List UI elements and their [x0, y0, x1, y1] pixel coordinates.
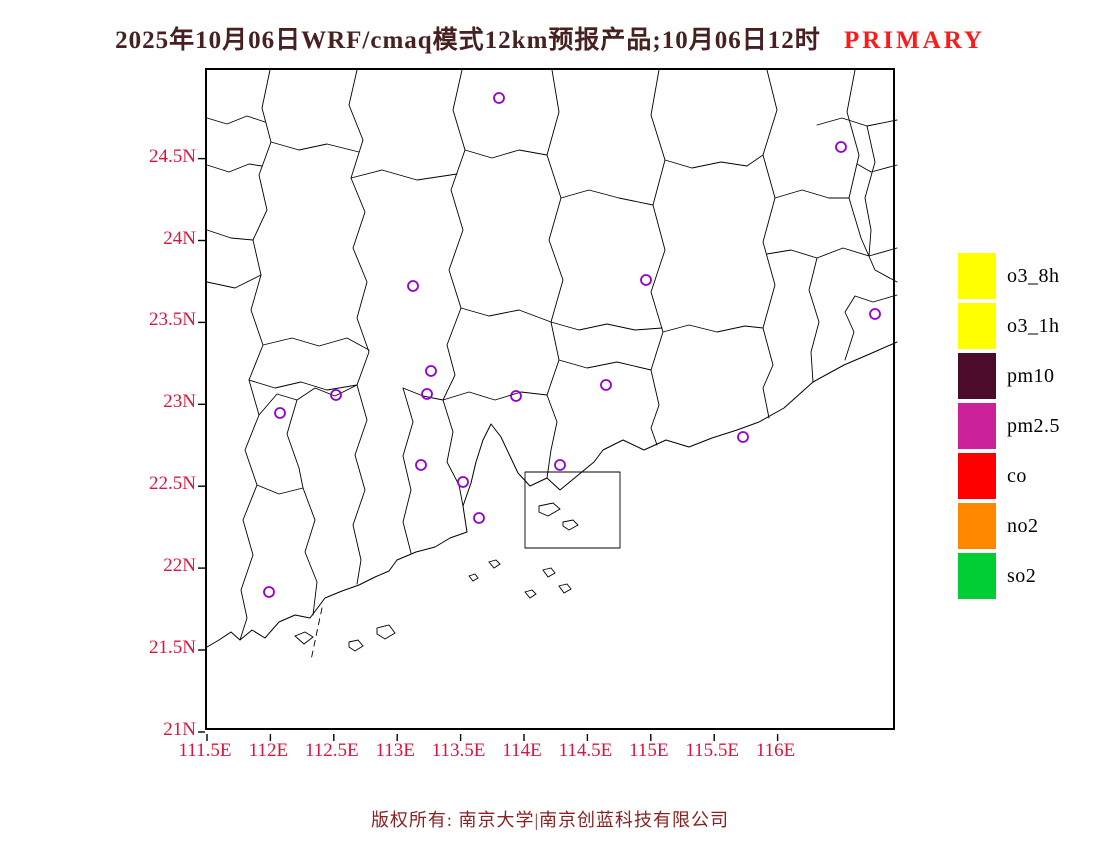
lat-tick-label: 22N — [163, 555, 196, 577]
lat-tick-label: 21.5N — [149, 637, 196, 658]
legend-color-swatch — [958, 453, 996, 499]
legend-label: o3_1h — [1007, 314, 1060, 337]
lon-tick-label: 115E — [629, 740, 669, 761]
legend-color-swatch — [958, 403, 996, 449]
legend-item-o3_1h: o3_1h — [958, 303, 1060, 349]
legend-item-so2: so2 — [958, 553, 1060, 599]
lat-tick-label: 22.5N — [149, 473, 196, 495]
axis-ticks — [198, 157, 779, 741]
legend-label: o3_8h — [1007, 264, 1060, 287]
legend-item-pm2.5: pm2.5 — [958, 403, 1060, 449]
lat-tick-label: 24.5N — [149, 145, 196, 167]
pollutant-legend: o3_8h o3_1h pm10 pm2.5 co no2 so2 — [958, 253, 1060, 603]
lon-tick-label: 114E — [502, 740, 542, 761]
page-title: 2025年10月06日WRF/cmaq模式12km预报产品;10月06日12时 … — [0, 20, 1100, 56]
legend-item-pm10: pm10 — [958, 353, 1060, 399]
lon-tick-label: 112.5E — [304, 740, 359, 761]
city-marker — [263, 586, 275, 598]
lon-tick-label: 113.5E — [431, 740, 486, 761]
map-boundaries — [206, 69, 898, 661]
legend-color-swatch — [958, 503, 996, 549]
legend-label: co — [1007, 464, 1027, 487]
city-marker — [274, 407, 286, 419]
city-marker — [510, 390, 522, 402]
dashed-boundary — [310, 607, 323, 661]
legend-label: pm10 — [1007, 364, 1055, 387]
lat-tick-label: 21N — [163, 719, 196, 740]
lon-tick-label: 111.5E — [178, 740, 232, 761]
city-marker — [493, 92, 505, 104]
lat-tick-label: 23N — [163, 391, 196, 413]
map-plot — [198, 68, 898, 741]
lon-tick-label: 115.5E — [685, 740, 740, 761]
city-marker — [640, 274, 652, 286]
copyright-footer: 版权所有: 南京大学|南京创蓝科技有限公司 — [370, 810, 730, 830]
title-tag-primary: PRIMARY — [843, 27, 985, 54]
lon-tick-label: 112E — [248, 740, 289, 761]
lon-tick-label: 113E — [375, 740, 415, 761]
city-marker — [473, 512, 485, 524]
legend-color-swatch — [958, 253, 996, 299]
city-marker — [425, 365, 437, 377]
lat-tick-label: 23.5N — [149, 309, 196, 331]
legend-item-no2: no2 — [958, 503, 1060, 549]
city-marker — [600, 379, 612, 391]
city-marker — [415, 459, 427, 471]
city-marker — [421, 388, 433, 400]
legend-item-o3_8h: o3_8h — [958, 253, 1060, 299]
forecast-map — [198, 69, 898, 741]
city-marker — [737, 431, 749, 443]
coastline — [206, 341, 898, 648]
city-markers — [263, 92, 881, 598]
city-marker — [554, 459, 566, 471]
legend-label: pm2.5 — [1007, 414, 1061, 437]
legend-label: so2 — [1007, 564, 1037, 587]
legend-color-swatch — [958, 353, 996, 399]
city-marker — [330, 389, 342, 401]
legend-item-co: co — [958, 453, 1060, 499]
city-marker — [869, 308, 881, 320]
legend-color-swatch — [958, 303, 996, 349]
legend-color-swatch — [958, 553, 996, 599]
lon-tick-label: 116E — [755, 740, 796, 761]
title-text: 2025年10月06日WRF/cmaq模式12km预报产品;10月06日12时 — [115, 27, 821, 54]
city-marker — [835, 141, 847, 153]
city-marker — [407, 280, 419, 292]
lon-tick-label: 114.5E — [558, 740, 613, 761]
city-marker — [457, 476, 469, 488]
legend-label: no2 — [1007, 514, 1039, 537]
lat-tick-label: 24N — [163, 227, 196, 249]
estuary-inset-box — [524, 471, 621, 549]
